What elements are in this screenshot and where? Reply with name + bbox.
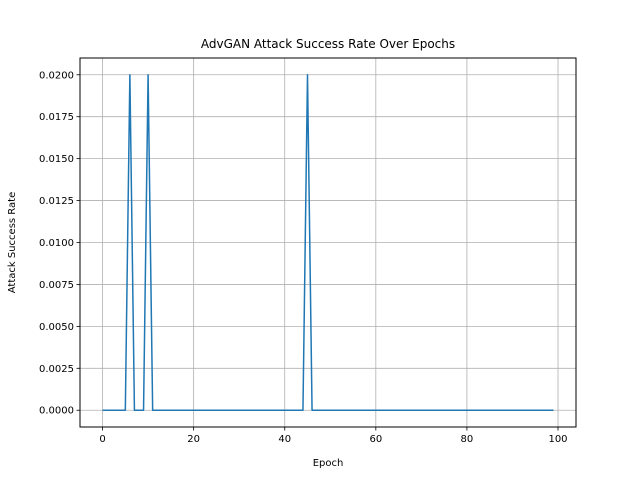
series-line (102, 74, 554, 411)
x-tick-label: 0 (99, 434, 105, 445)
y-tick-label: 0.0125 (39, 196, 74, 207)
y-tick-label: 0.0075 (39, 280, 74, 291)
chart-title: AdvGAN Attack Success Rate Over Epochs (201, 37, 455, 51)
x-axis-label: Epoch (313, 458, 344, 469)
y-tick-label: 0.0025 (39, 364, 74, 375)
x-tick-label: 60 (369, 434, 382, 445)
y-tick-label: 0.0175 (39, 112, 74, 123)
x-tick-label: 40 (278, 434, 291, 445)
x-tick-label: 100 (548, 434, 567, 445)
y-tick-label: 0.0150 (39, 154, 74, 165)
y-tick-label: 0.0000 (39, 406, 74, 417)
y-tick-label: 0.0100 (39, 238, 74, 249)
y-tick-label: 0.0050 (39, 322, 74, 333)
x-tick-label: 20 (187, 434, 200, 445)
gridlines (80, 58, 576, 427)
series-layer (102, 74, 554, 411)
y-tick-label: 0.0200 (39, 70, 74, 81)
x-tick-label: 80 (461, 434, 474, 445)
y-axis: 0.0000 0.0025 0.0050 0.0075 0.0100 0.0125 0.01… (39, 70, 80, 417)
y-axis-label: Attack Success Rate (7, 192, 18, 293)
x-axis: 0 20 40 60 80 100 (99, 427, 568, 445)
